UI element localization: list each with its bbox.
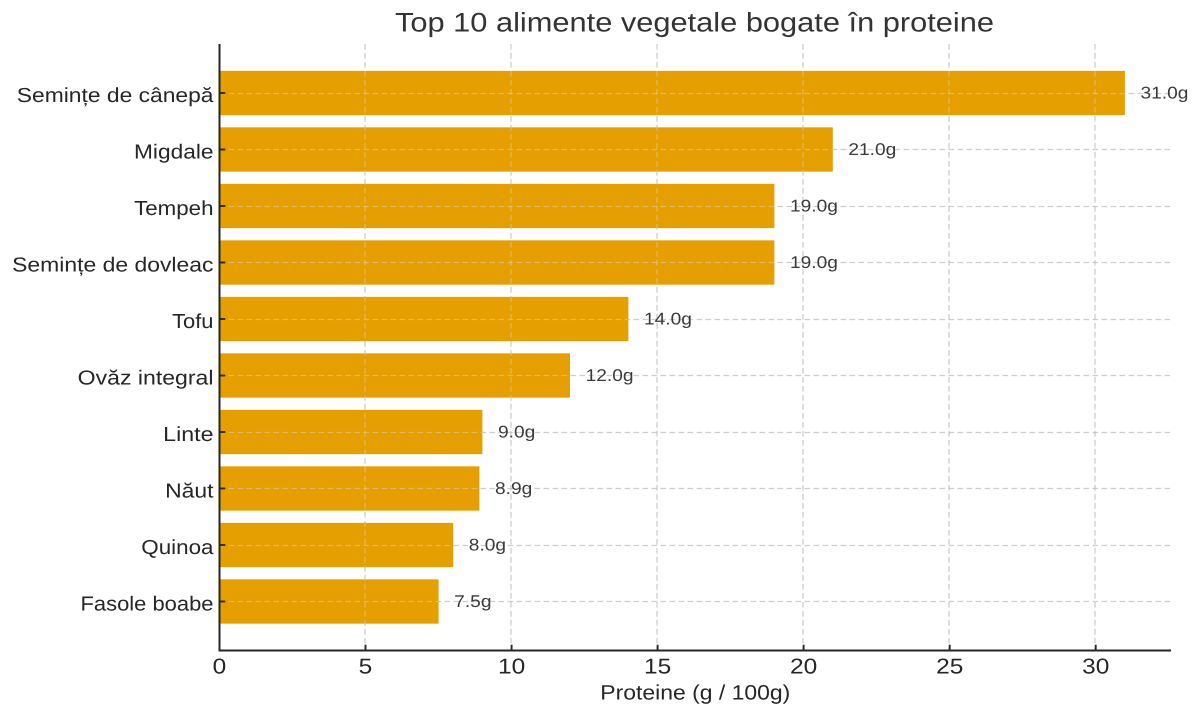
svg-text:Fasole boabe: Fasole boabe [81,593,214,615]
svg-text:19.0g: 19.0g [790,197,838,216]
svg-text:Proteine (g / 100g): Proteine (g / 100g) [600,682,790,705]
svg-text:20: 20 [790,654,817,678]
svg-text:15: 15 [644,654,671,678]
svg-text:8.0g: 8.0g [469,536,506,555]
svg-text:19.0g: 19.0g [790,253,838,272]
svg-text:5: 5 [359,654,373,678]
svg-text:Semințe de cânepă: Semințe de cânepă [17,85,214,107]
svg-text:Top 10 alimente vegetale bogat: Top 10 alimente vegetale bogate în prote… [395,8,994,38]
svg-text:Ovăz integral: Ovăz integral [78,367,214,389]
svg-text:9.0g: 9.0g [498,423,535,442]
svg-text:8.9g: 8.9g [495,479,532,498]
svg-text:Năut: Năut [165,480,214,502]
svg-text:30: 30 [1082,654,1109,678]
svg-text:7.5g: 7.5g [454,592,491,611]
svg-text:Migdale: Migdale [134,141,214,163]
svg-text:Linte: Linte [163,424,213,446]
svg-text:12.0g: 12.0g [586,366,634,385]
svg-text:31.0g: 31.0g [1141,84,1189,103]
svg-text:Tempeh: Tempeh [134,198,213,220]
svg-text:0: 0 [213,654,227,678]
svg-text:21.0g: 21.0g [848,140,896,159]
svg-text:25: 25 [936,654,963,678]
svg-text:14.0g: 14.0g [644,310,692,329]
svg-text:Tofu: Tofu [172,311,213,333]
svg-text:Semințe de dovleac: Semințe de dovleac [12,254,213,276]
svg-text:10: 10 [498,654,525,678]
svg-text:Quinoa: Quinoa [141,537,214,559]
